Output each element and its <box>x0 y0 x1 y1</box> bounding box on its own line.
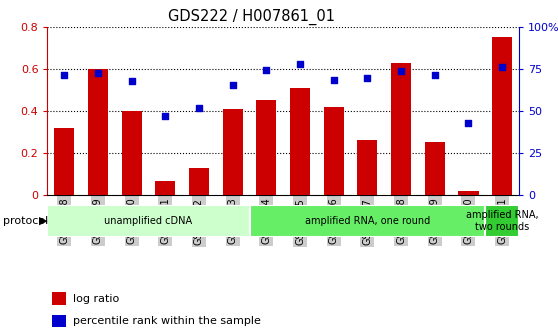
Bar <box>458 191 479 195</box>
Point <box>228 82 237 88</box>
Text: GDS222 / H007861_01: GDS222 / H007861_01 <box>167 8 335 25</box>
Bar <box>47 205 249 237</box>
Bar <box>425 142 445 195</box>
Text: protocol: protocol <box>3 216 48 226</box>
Bar <box>54 128 74 195</box>
Bar <box>223 109 243 195</box>
Bar <box>52 315 66 327</box>
Point <box>195 105 204 110</box>
Bar <box>324 107 344 195</box>
Text: amplified RNA,
two rounds: amplified RNA, two rounds <box>466 210 538 232</box>
Point <box>296 61 305 67</box>
Bar <box>256 100 276 195</box>
Bar <box>290 88 310 195</box>
Bar <box>485 205 519 237</box>
Point <box>127 79 136 84</box>
Bar <box>391 62 411 195</box>
Bar <box>52 292 66 305</box>
Point <box>161 113 170 119</box>
Point <box>262 67 271 73</box>
Point <box>498 65 507 70</box>
Point <box>397 69 406 74</box>
Bar <box>155 181 175 195</box>
Text: unamplified cDNA: unamplified cDNA <box>104 216 193 226</box>
Bar <box>122 111 142 195</box>
Point <box>60 72 69 78</box>
Text: percentile rank within the sample: percentile rank within the sample <box>73 316 261 326</box>
Bar <box>189 168 209 195</box>
Point <box>430 72 439 78</box>
Point <box>94 71 103 76</box>
Bar <box>249 205 485 237</box>
Point <box>329 77 338 83</box>
Text: ▶: ▶ <box>39 216 47 226</box>
Bar <box>492 37 512 195</box>
Bar <box>88 69 108 195</box>
Point <box>464 120 473 125</box>
Point <box>363 76 372 81</box>
Bar <box>357 140 377 195</box>
Text: log ratio: log ratio <box>73 294 119 303</box>
Text: amplified RNA, one round: amplified RNA, one round <box>305 216 430 226</box>
